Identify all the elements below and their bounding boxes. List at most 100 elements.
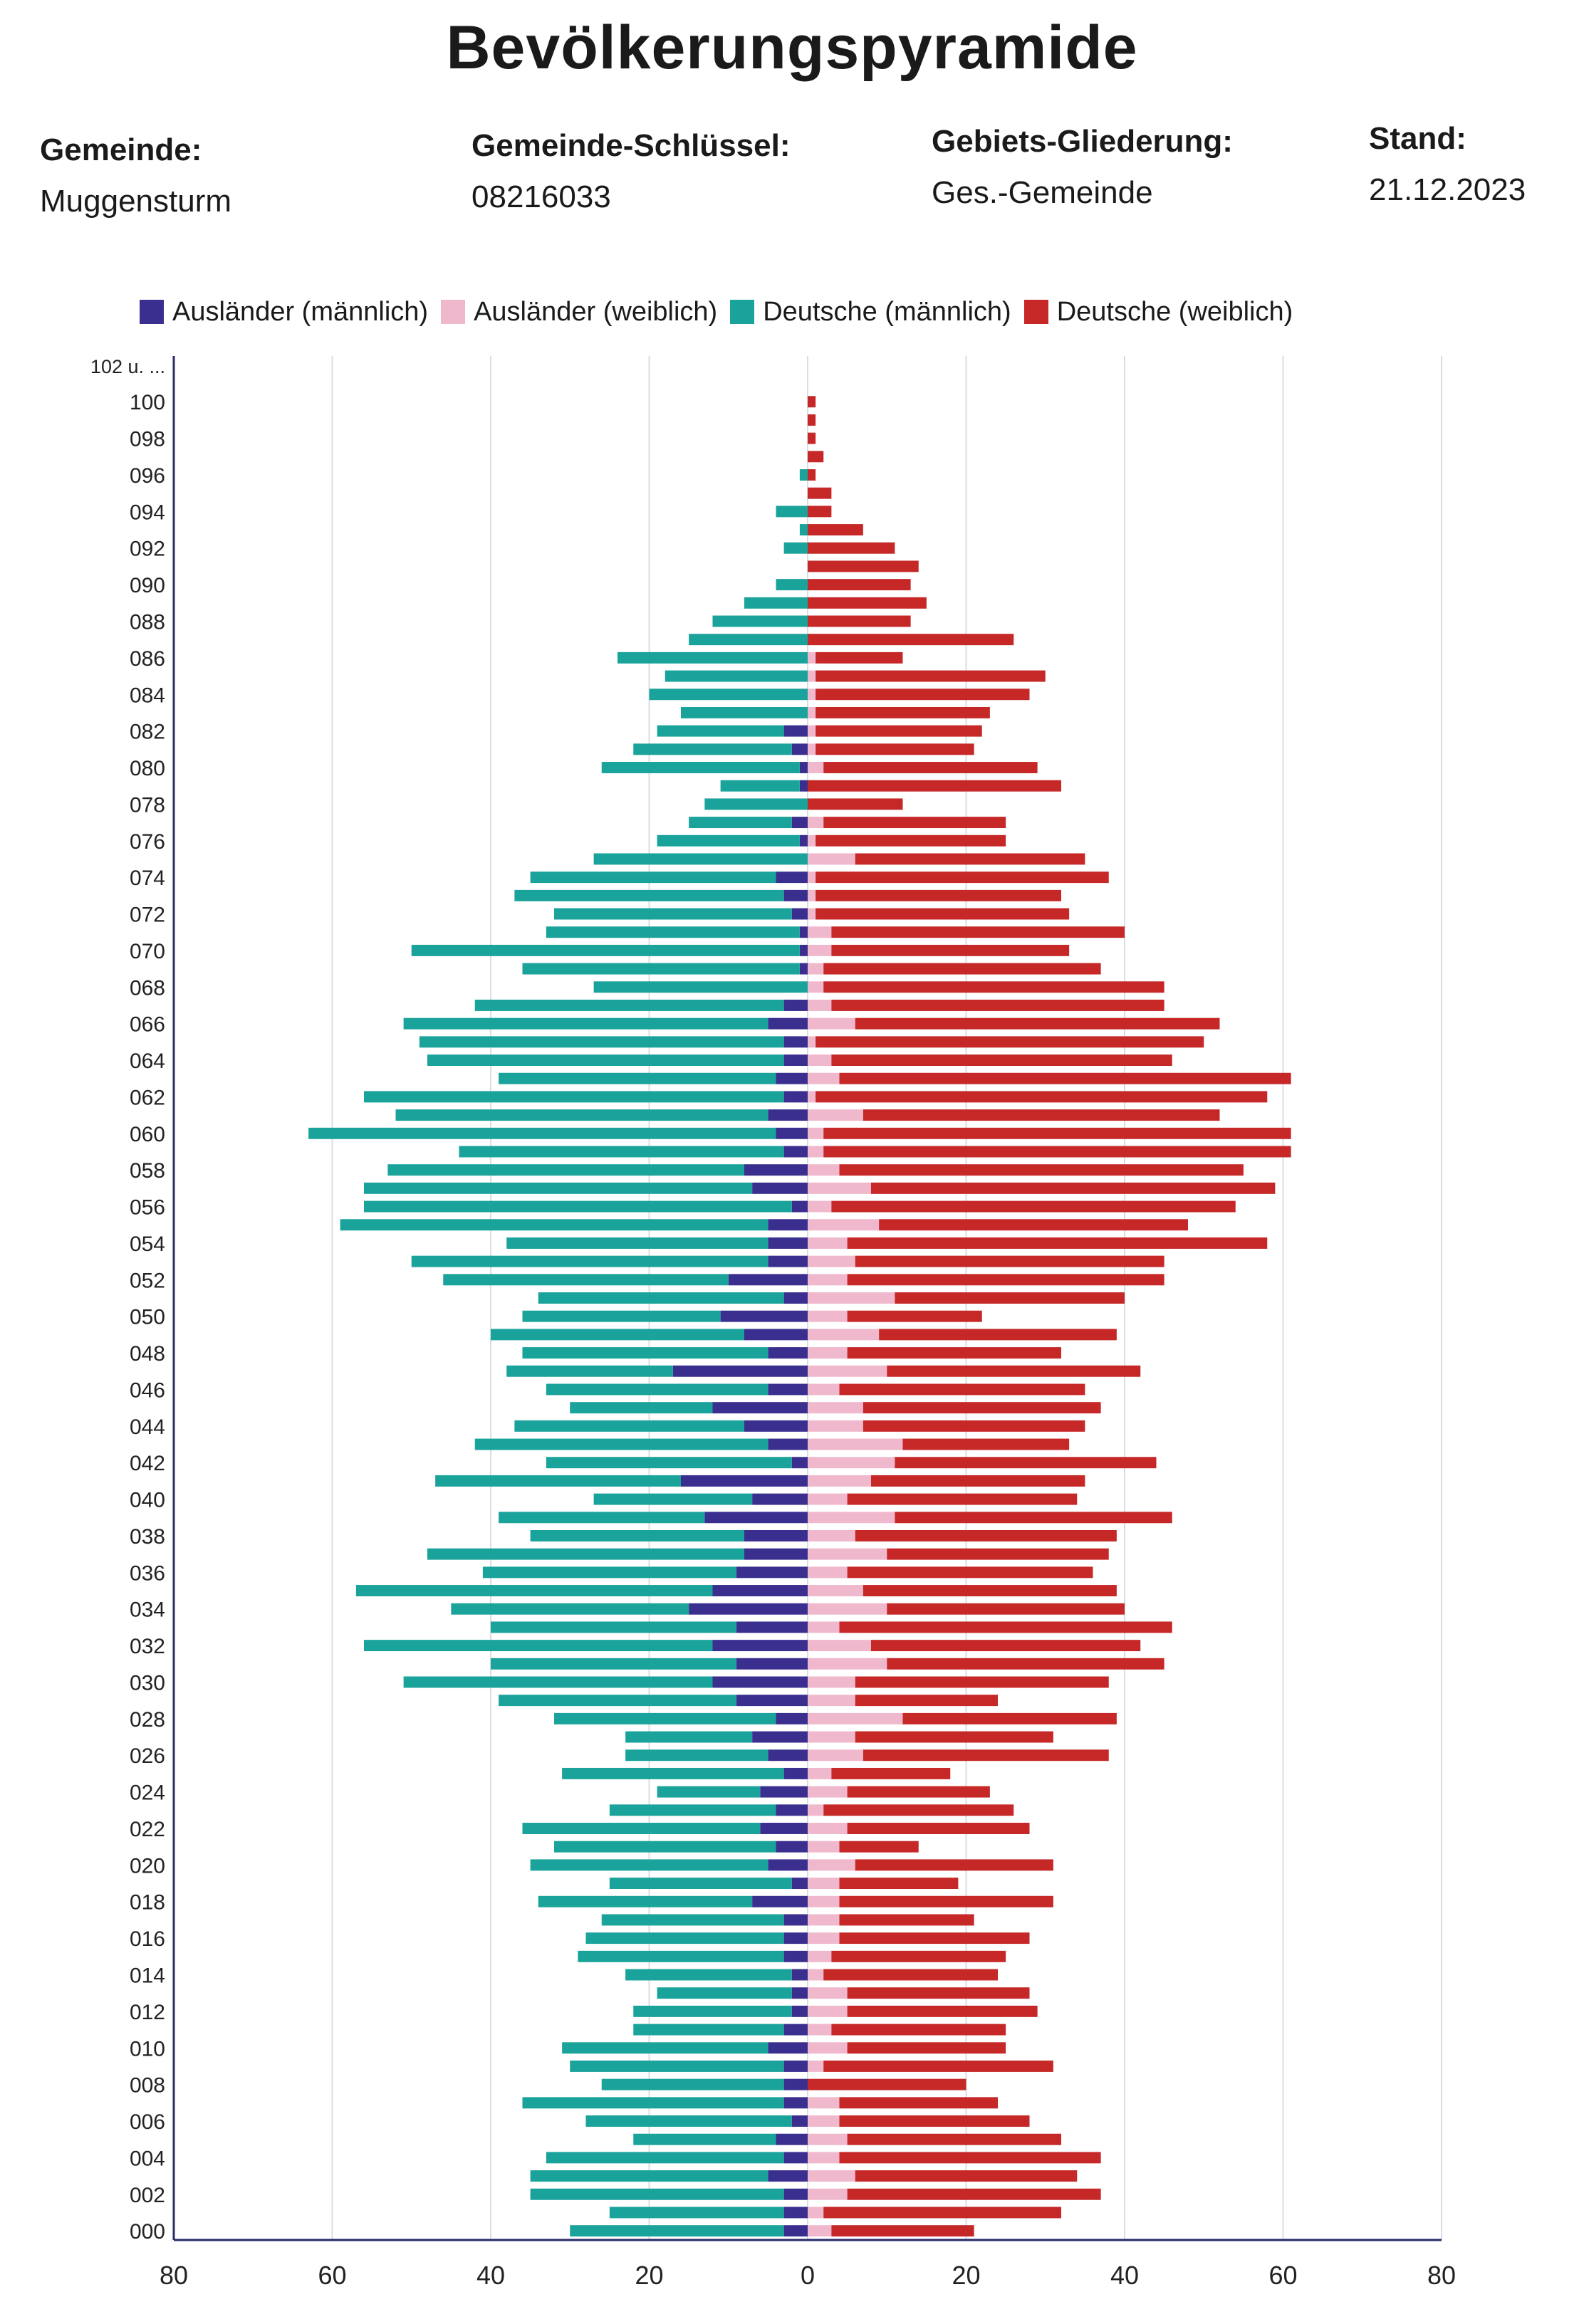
legend-label-foreign-male: Ausländer (männlich) — [172, 296, 429, 327]
bar-german-male — [491, 1658, 736, 1670]
bar-german-female — [816, 908, 1070, 920]
bar-german-female — [847, 2133, 1061, 2145]
bar-foreign-male — [776, 2133, 808, 2145]
bar-german-male — [506, 1365, 673, 1377]
bar-foreign-male — [791, 1969, 808, 1981]
x-tick-label: 40 — [476, 2261, 505, 2290]
bar-german-male — [459, 1146, 784, 1158]
y-tick-label: 102 u. ... — [90, 356, 165, 377]
bar-foreign-male — [768, 1749, 808, 1762]
bar-foreign-female — [808, 1640, 871, 1652]
bar-german-female — [855, 1017, 1220, 1030]
bar-german-female — [839, 1383, 1085, 1396]
bar-german-female — [847, 2005, 1038, 2017]
bar-foreign-male — [783, 1914, 808, 1926]
y-tick-label: 040 — [130, 1489, 165, 1512]
bar-foreign-female — [808, 853, 855, 865]
bar-foreign-female — [808, 1749, 863, 1762]
bar-german-male — [403, 1676, 713, 1688]
bar-german-female — [863, 1585, 1117, 1596]
bar-german-male — [625, 1731, 753, 1743]
bar-foreign-female — [808, 1786, 848, 1798]
bar-foreign-female — [808, 1566, 848, 1579]
y-tick-label: 064 — [130, 1050, 165, 1073]
bar-foreign-male — [768, 1109, 808, 1121]
bar-german-male — [499, 1695, 736, 1707]
bar-foreign-female — [808, 2097, 840, 2109]
bar-foreign-female — [808, 1420, 863, 1432]
bar-foreign-female — [808, 1054, 832, 1067]
municipality-key-label: Gemeinde-Schlüssel: — [471, 128, 791, 163]
bar-german-male — [387, 1164, 744, 1176]
bar-foreign-female — [808, 1548, 887, 1560]
y-tick-label: 050 — [130, 1306, 165, 1329]
bar-german-female — [847, 1274, 1164, 1286]
y-tick-label: 092 — [130, 538, 165, 561]
bar-foreign-male — [768, 1859, 808, 1871]
bar-german-female — [816, 706, 990, 718]
bar-german-male — [720, 780, 800, 792]
municipality-label: Gemeinde: — [40, 132, 202, 167]
bar-german-male — [562, 1767, 784, 1779]
bar-german-male — [395, 1109, 768, 1121]
bar-german-male — [609, 1878, 792, 1890]
bar-german-female — [808, 451, 824, 463]
bar-foreign-female — [808, 1603, 887, 1615]
bar-foreign-male — [768, 1017, 808, 1030]
bar-foreign-male — [799, 762, 808, 773]
bar-german-female — [816, 872, 1109, 884]
bar-foreign-female — [808, 1365, 887, 1377]
y-tick-label: 090 — [130, 574, 165, 597]
bar-foreign-male — [712, 1640, 808, 1652]
bar-foreign-male — [783, 2188, 808, 2200]
bar-german-male — [601, 1914, 784, 1926]
x-tick-label: 60 — [318, 2261, 346, 2290]
bar-foreign-female — [808, 1695, 855, 1707]
bar-german-male — [364, 1182, 753, 1194]
bar-foreign-female — [808, 2005, 848, 2017]
bar-german-male — [522, 2097, 784, 2109]
bar-foreign-female — [808, 1182, 871, 1194]
bar-german-male — [601, 2078, 784, 2090]
bar-foreign-female — [808, 1255, 855, 1267]
bar-foreign-male — [768, 1237, 808, 1249]
bar-foreign-female — [808, 1914, 840, 1926]
bar-foreign-male — [791, 1457, 808, 1469]
bar-foreign-male — [744, 1529, 808, 1542]
bar-german-female — [816, 834, 1006, 847]
municipality-key-value: 08216033 — [471, 179, 611, 214]
bar-german-female — [831, 1054, 1172, 1067]
bar-foreign-female — [808, 2170, 855, 2182]
bar-german-female — [823, 981, 1164, 993]
bar-foreign-male — [689, 1603, 808, 1615]
bar-foreign-female — [808, 2042, 848, 2054]
bar-german-female — [887, 1365, 1141, 1377]
bar-german-male — [522, 963, 800, 975]
bar-german-male — [570, 2060, 784, 2072]
bar-foreign-male — [776, 1804, 808, 1816]
y-tick-label: 014 — [130, 1964, 165, 1988]
bar-foreign-female — [808, 1585, 863, 1596]
bar-foreign-female — [808, 1146, 824, 1158]
bar-german-female — [863, 1749, 1109, 1762]
bar-german-male — [514, 889, 784, 901]
bar-foreign-female — [808, 2207, 824, 2219]
bar-foreign-female — [808, 1804, 824, 1816]
bar-foreign-female — [808, 1457, 895, 1469]
bar-german-female — [823, 2207, 1061, 2219]
bar-foreign-male — [783, 2060, 808, 2072]
bar-german-female — [808, 487, 832, 499]
bar-foreign-male — [768, 2170, 808, 2182]
bar-german-female — [839, 1072, 1291, 1084]
bar-foreign-male — [791, 2005, 808, 2017]
bar-german-female — [902, 1438, 1070, 1450]
bar-german-female — [831, 926, 1125, 938]
bar-foreign-female — [808, 1017, 855, 1030]
bar-foreign-male — [776, 1072, 808, 1084]
y-tick-label: 016 — [130, 1927, 165, 1951]
bar-foreign-male — [736, 1566, 808, 1579]
bar-foreign-female — [808, 963, 824, 975]
bar-german-female — [831, 1767, 951, 1779]
y-tick-label: 078 — [130, 793, 165, 817]
bar-foreign-male — [783, 1054, 808, 1067]
